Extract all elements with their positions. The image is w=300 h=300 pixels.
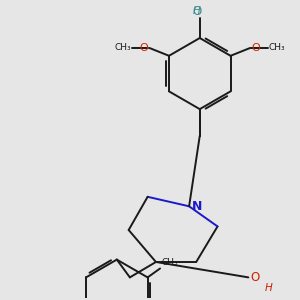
Text: CH₃: CH₃ <box>269 44 286 52</box>
Text: methoxy: methoxy <box>134 46 140 48</box>
Text: O: O <box>192 5 202 19</box>
Text: CH₃: CH₃ <box>161 258 178 267</box>
Text: O: O <box>250 271 260 284</box>
Text: H: H <box>193 6 201 16</box>
Text: H: H <box>264 283 272 293</box>
Text: O: O <box>251 43 260 52</box>
Text: N: N <box>192 200 202 213</box>
Text: O: O <box>140 43 148 52</box>
Text: CH₃: CH₃ <box>114 44 131 52</box>
